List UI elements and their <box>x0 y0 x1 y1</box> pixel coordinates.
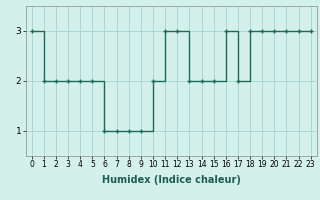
X-axis label: Humidex (Indice chaleur): Humidex (Indice chaleur) <box>102 175 241 185</box>
